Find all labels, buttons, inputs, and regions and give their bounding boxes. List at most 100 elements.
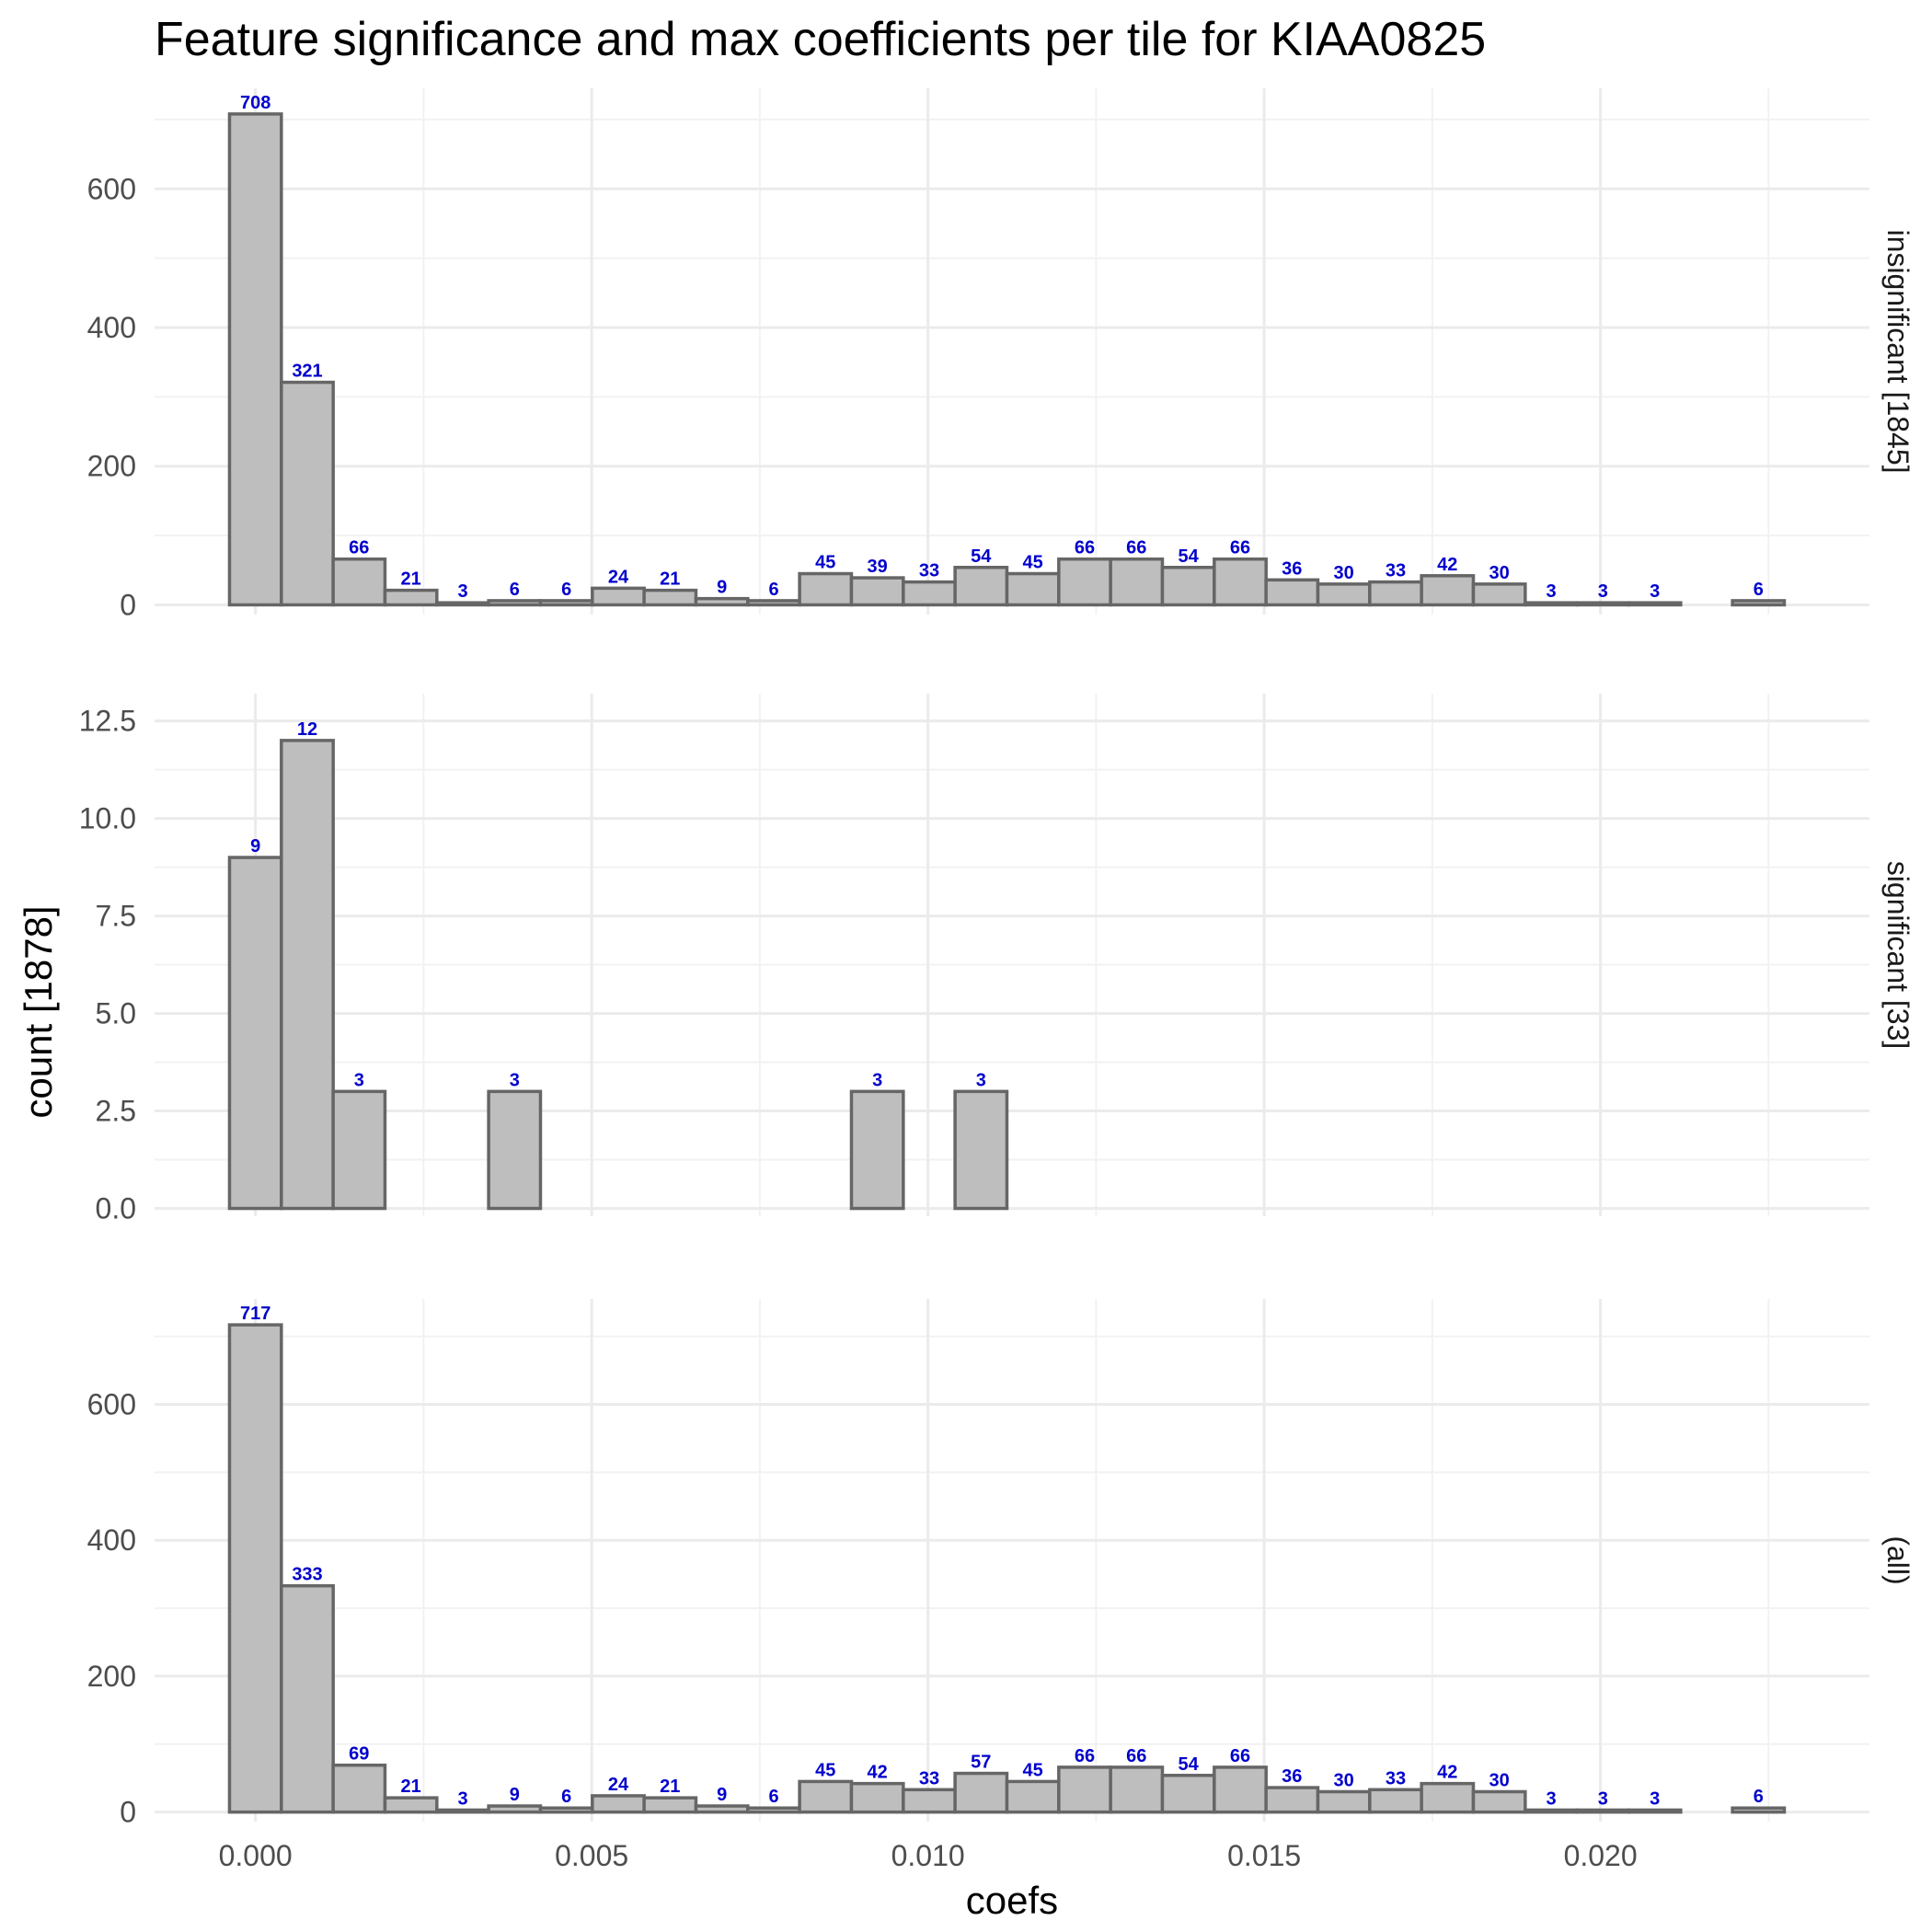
histogram-bar <box>1368 580 1423 607</box>
histogram-bar <box>1471 1789 1527 1814</box>
histogram-bar <box>798 1779 854 1814</box>
histogram-bar <box>487 1089 543 1211</box>
bar-count-label: 21 <box>660 1777 680 1797</box>
bar-count-label: 321 <box>292 362 322 382</box>
bar-count-label: 3 <box>976 1070 986 1090</box>
bar-count-label: 9 <box>250 836 260 857</box>
y-tick-label: 7.5 <box>96 900 136 933</box>
bar-count-label: 21 <box>401 1777 421 1797</box>
bar-count-label: 66 <box>1075 538 1095 558</box>
histogram-bar <box>435 601 490 607</box>
facet-strip-label: (all) <box>1881 1535 1915 1584</box>
histogram-bar <box>1627 1808 1683 1814</box>
x-axis-title: coefs <box>966 1879 1058 1922</box>
bar-count-label: 42 <box>1437 1763 1457 1783</box>
histogram-bar <box>227 856 283 1211</box>
histogram-bar <box>538 1806 594 1814</box>
bar-count-label: 3 <box>457 1788 467 1809</box>
bar-count-label: 54 <box>971 546 992 567</box>
histogram-bar <box>953 566 1009 607</box>
histogram-bar <box>1264 1786 1320 1814</box>
histogram-bar <box>902 1788 957 1814</box>
bar-count-label: 6 <box>768 1787 778 1807</box>
y-tick-label: 600 <box>87 1387 136 1420</box>
histogram-bar <box>1005 1779 1061 1814</box>
bar-count-label: 6 <box>1754 580 1764 600</box>
y-tick-label: 10.0 <box>79 802 136 835</box>
histogram-bar <box>1057 1765 1112 1814</box>
bar-count-label: 21 <box>660 569 680 590</box>
histogram-bar <box>435 1808 490 1814</box>
bar-count-label: 33 <box>919 561 939 581</box>
histogram-bar <box>591 1794 646 1814</box>
x-tick-label: 0.005 <box>555 1839 628 1872</box>
bar-count-label: 3 <box>1546 1788 1556 1809</box>
histogram-bar <box>487 599 543 607</box>
histogram-bar <box>694 1804 750 1814</box>
bar-count-label: 3 <box>1546 581 1556 602</box>
bar-count-label: 24 <box>608 1775 629 1795</box>
bar-count-label: 33 <box>919 1768 939 1788</box>
y-tick-label: 400 <box>87 1524 136 1557</box>
facet-strip-label: insignificant [1845] <box>1881 229 1915 473</box>
bar-count-label: 66 <box>1126 538 1146 558</box>
bar-count-label: 57 <box>971 1753 991 1773</box>
bar-count-label: 42 <box>1437 555 1457 575</box>
bar-count-label: 30 <box>1334 1771 1354 1791</box>
bar-count-label: 30 <box>1489 1771 1510 1791</box>
histogram-bar <box>1057 557 1112 607</box>
histogram-bar <box>227 112 283 607</box>
facet-panel: 0.0 2.5 5.0 7.5 10.0 12.5 9 12 3 3 3 3 significant [… <box>79 694 1915 1225</box>
bar-count-label: 45 <box>815 1760 835 1780</box>
x-tick-label: 0.015 <box>1227 1839 1301 1872</box>
histogram-bar <box>902 580 957 607</box>
bar-count-label: 9 <box>510 1785 520 1805</box>
bar-count-label: 21 <box>401 569 421 590</box>
histogram-bar <box>1575 1808 1631 1814</box>
bar-count-label: 708 <box>240 93 270 113</box>
histogram-bar <box>642 588 698 607</box>
bar-count-label: 3 <box>510 1070 520 1090</box>
histogram-bar <box>227 1323 283 1814</box>
bar-count-label: 66 <box>1126 1746 1146 1766</box>
bar-count-label: 36 <box>1282 1766 1302 1787</box>
histogram-bar <box>591 586 646 607</box>
histogram-bar <box>694 596 750 607</box>
histogram-bar <box>1316 1789 1372 1814</box>
y-tick-label: 600 <box>87 172 136 205</box>
histogram-bar <box>383 588 439 607</box>
x-tick-label: 0.010 <box>891 1839 965 1872</box>
bar-count-label: 6 <box>561 1787 571 1807</box>
histogram-bar <box>1316 582 1372 607</box>
histogram-bar <box>1731 1806 1787 1814</box>
y-tick-label: 0.0 <box>96 1192 136 1225</box>
histogram-bar <box>280 739 335 1211</box>
histogram-bar <box>331 557 387 607</box>
bar-count-label: 45 <box>1023 553 1043 573</box>
histogram-bar <box>1420 574 1476 607</box>
y-tick-label: 0 <box>120 1796 136 1829</box>
bar-count-label: 66 <box>1230 1746 1250 1766</box>
histogram-bar <box>849 576 905 607</box>
histogram-bar <box>1524 601 1579 607</box>
bar-count-label: 6 <box>1754 1787 1764 1807</box>
histogram-bar <box>1109 1765 1165 1814</box>
histogram-bar <box>1160 566 1216 607</box>
histogram-bar <box>1368 1788 1423 1814</box>
bar-count-label: 3 <box>1598 581 1608 602</box>
histogram-bar <box>849 1089 905 1211</box>
bar-count-label: 66 <box>349 538 369 558</box>
bar-count-label: 30 <box>1489 563 1510 583</box>
histogram-bar <box>487 1804 543 1814</box>
bar-count-label: 6 <box>510 580 520 600</box>
bar-count-label: 66 <box>1230 538 1250 558</box>
histogram-bar <box>746 1806 801 1814</box>
bar-count-label: 54 <box>1179 546 1200 567</box>
histogram-bar <box>331 1089 387 1211</box>
bar-count-label: 42 <box>868 1763 888 1783</box>
histogram-bar <box>280 1583 335 1814</box>
chart-title: Feature significance and max coefficient… <box>155 13 1486 66</box>
bar-count-label: 3 <box>872 1070 882 1090</box>
y-tick-label: 200 <box>87 450 136 483</box>
